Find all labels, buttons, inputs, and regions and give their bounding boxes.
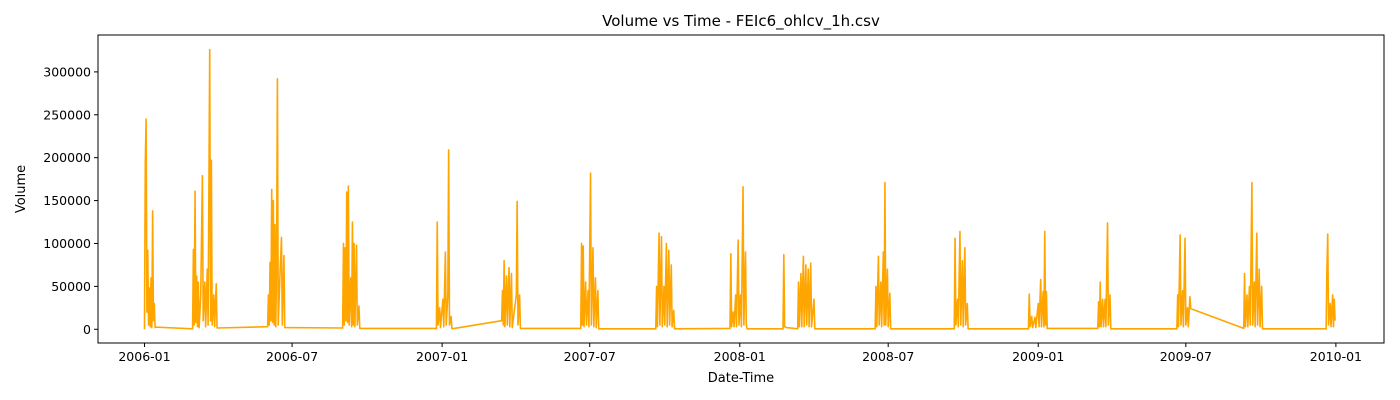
series-line-0 bbox=[143, 48, 1336, 330]
y-tick-label: 200000 bbox=[43, 150, 91, 165]
plot-area bbox=[97, 34, 1385, 344]
series-layer bbox=[143, 48, 1336, 330]
x-tick-label: 2006-01 bbox=[118, 349, 170, 364]
x-tick-label: 2009-01 bbox=[1012, 349, 1064, 364]
x-tick-label: 2008-07 bbox=[862, 349, 914, 364]
y-axis-label: Volume bbox=[14, 165, 29, 213]
x-axis-label: Date-Time bbox=[708, 371, 774, 386]
y-tick-label: 250000 bbox=[43, 107, 91, 122]
x-axis: 2006-01 2006-07 2007-01 2007-07 2008-01 2008-… bbox=[118, 343, 1362, 364]
y-tick-label: 100000 bbox=[43, 236, 91, 251]
y-tick-label: 150000 bbox=[43, 193, 91, 208]
chart-title: Volume vs Time - FEIc6_ohlcv_1h.csv bbox=[602, 12, 880, 31]
y-tick-label: 50000 bbox=[51, 279, 91, 294]
x-tick-label: 2008-01 bbox=[714, 349, 766, 364]
y-axis: 0 50000 100000 150000 200000 250000 300000 bbox=[43, 64, 98, 337]
x-tick-label: 2007-07 bbox=[564, 349, 616, 364]
plot-background bbox=[98, 35, 1384, 343]
x-tick-label: 2010-01 bbox=[1310, 349, 1362, 364]
axes-frame bbox=[97, 34, 1385, 344]
x-tick-label: 2006-07 bbox=[266, 349, 318, 364]
x-tick-label: 2009-07 bbox=[1160, 349, 1212, 364]
y-tick-label: 0 bbox=[83, 322, 91, 337]
x-tick-label: 2007-01 bbox=[416, 349, 468, 364]
y-tick-label: 300000 bbox=[43, 64, 91, 79]
